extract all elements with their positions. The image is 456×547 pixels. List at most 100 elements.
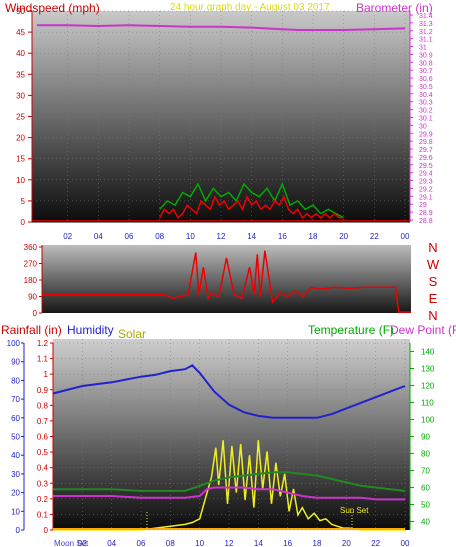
moon-set-label: Moon Set [54,539,89,547]
humidity-tick-label: 60 [11,414,20,423]
x-tick-label: 16 [278,232,287,241]
wind-tick-label: 20 [16,134,25,143]
x-tick-label: 14 [247,232,256,241]
plot-area-bottom [53,339,410,530]
barometer-tick-label: 29.6 [419,155,433,162]
barometer-tick-label: 30.3 [419,100,433,107]
barometer-tick-label: 29.8 [419,139,433,146]
compass-label: N [428,240,437,255]
wind-tick-label: 25 [16,113,25,122]
wind-tick-label: 30 [16,91,25,100]
solar-line [53,440,405,531]
barometer-tick-label: 30.1 [419,116,433,123]
barometer-tick-label: 30.5 [419,84,433,91]
barometer-label: Barometer (in) [356,1,433,15]
x-tick-label: 10 [195,539,204,547]
x-tick-label: 02 [63,232,72,241]
sun-set-label: Sun Set [340,506,369,515]
direction-tick-label: 180 [24,276,38,285]
direction-tick-label: 270 [24,260,38,269]
direction-line [42,250,411,313]
temperature-tick-label: 100 [421,416,435,425]
humidity-label: Humidity [67,323,114,337]
barometer-tick-label: 30.2 [419,108,433,115]
humidity-tick-label: 50 [11,433,20,442]
compass-label: W [427,257,440,272]
rainfall-tick-label: 0.8 [37,401,49,410]
rainfall-tick-label: 0.1 [37,510,49,519]
humidity-tick-label: 40 [11,451,20,460]
wind-tick-label: 10 [16,176,25,185]
rainfall-tick-label: 0.6 [37,433,49,442]
barometer-axis: 28.828.92929.129.229.329.429.529.629.729… [409,11,433,225]
barometer-tick-label: 29.2 [419,186,433,193]
barometer-tick-label: 31.1 [419,37,433,44]
rainfall-axis: 0 0.1 0.2 0.3 0.4 0.5 0.6 0.7 0.8 0.9 1 1.1 1.2 [37,339,54,535]
rainfall-label: Rainfall (in) [1,323,62,337]
x-tick-label: 10 [186,232,195,241]
x-tick-label: 04 [107,539,116,547]
wind-tick-label: 45 [16,28,25,37]
rainfall-tick-label: 1.2 [37,339,49,348]
x-tick-label: 08 [166,539,175,547]
humidity-tick-label: 0 [16,526,21,535]
x-tick-label: 02 [78,539,87,547]
humidity-line [52,364,406,419]
direction-tick-label: 90 [28,293,37,302]
x-tick-label: 22 [371,539,380,547]
barometer-tick-label: 28.9 [419,210,433,217]
wind-tick-label: 35 [16,70,25,79]
barometer-tick-label: 31.2 [419,29,433,36]
barometer-tick-label: 30.4 [419,92,433,99]
x-tick-label: 12 [225,539,234,547]
solar-label: Solar [118,327,146,341]
x-tick-label: 06 [125,232,134,241]
x-tick-label: 06 [137,539,146,547]
x-tick-label: 20 [339,232,348,241]
bottom-series [52,364,406,531]
rainfall-tick-label: 0.5 [37,448,49,457]
barometer-tick-label: 30.9 [419,52,433,59]
dewpoint-label: Dew Point (F) [390,323,456,337]
temperature-line [53,471,406,492]
top-x-ticks: 02 04 06 08 10 12 14 16 18 20 22 00 [63,232,410,241]
compass-label: E [429,291,438,306]
barometer-tick-label: 30.8 [419,60,433,67]
humidity-tick-label: 10 [11,507,20,516]
temperature-label: Temperature (F) [308,323,394,337]
x-tick-label: 00 [401,232,410,241]
rainfall-tick-label: 0.3 [37,479,49,488]
rainfall-tick-label: 1.1 [37,355,49,364]
temperature-tick-label: 130 [421,365,435,374]
humidity-tick-label: 100 [7,339,21,348]
x-tick-label: 00 [401,539,410,547]
bottom-x-ticks: 02 04 06 08 10 12 14 16 18 20 22 00 [78,539,410,547]
wind-barometer-panel: 28.828.92929.129.229.329.429.529.629.729… [16,7,433,241]
humidity-tick-label: 70 [11,395,20,404]
barometer-tick-label: 29.5 [419,163,433,170]
windspeed-axis: 0 5 10 15 20 25 30 35 40 45 50 [16,7,33,227]
wind-tick-label: 5 [21,197,26,206]
plot-area-top [32,11,410,222]
gust-line [159,182,345,219]
rainfall-tick-label: 0.9 [37,386,49,395]
windspeed-line [159,194,344,220]
barometer-tick-label: 29.4 [419,171,433,178]
direction-tick-label: 360 [24,243,38,252]
rainfall-tick-label: 0.4 [37,464,49,473]
x-tick-label: 12 [217,232,226,241]
barometer-tick-label: 29 [419,202,427,209]
x-tick-label: 14 [254,539,263,547]
humidity-tick-label: 20 [11,489,20,498]
rainfall-tick-label: 0.2 [37,495,49,504]
x-tick-label: 16 [283,539,292,547]
rainfall-tick-label: 0 [44,526,49,535]
barometer-line [37,24,406,31]
x-tick-label: 18 [313,539,322,547]
x-tick-label: 22 [370,232,379,241]
humidity-tick-label: 80 [11,376,20,385]
barometer-tick-label: 30 [419,123,427,130]
